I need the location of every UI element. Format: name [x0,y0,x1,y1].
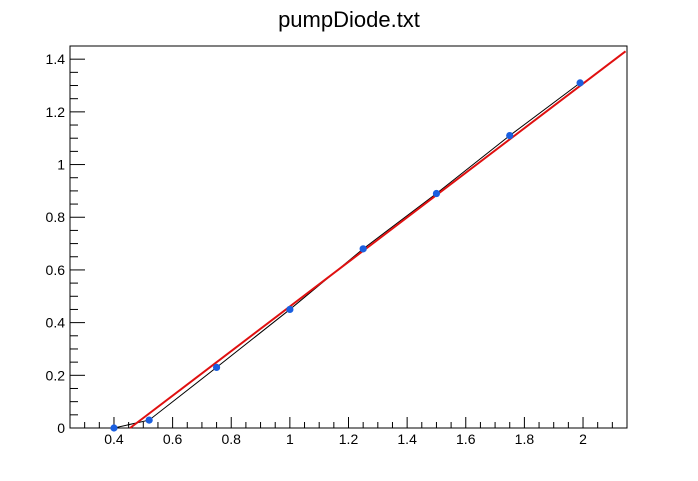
data-point [110,424,118,432]
x-tick-label: 0.6 [163,431,183,447]
x-tick-label: 1 [286,431,294,447]
x-tick-label: 1.8 [515,431,535,447]
plot-frame [69,45,628,429]
data-point [145,416,153,424]
data-point [506,131,514,140]
x-tick-label: 0.8 [222,431,242,447]
data-point [576,79,584,87]
y-axis: 0 0.2 0.4 0.6 0.8 1 1.2 1.4 [46,45,85,436]
data-point [286,305,294,314]
y-tick-label: 1.2 [46,104,66,120]
y-tick-label: 0.6 [46,262,66,278]
y-tick-label: 1.4 [46,51,66,67]
y-tick-label: 0.8 [46,209,66,225]
y-tick-label: 0 [57,420,65,436]
x-tick-label: 0.4 [104,431,124,447]
data-point [212,363,221,372]
series-layer [110,50,627,432]
y-tick-label: 0.4 [46,315,66,331]
y-tick-label: 0.2 [46,367,66,383]
x-tick-label: 1.6 [456,431,476,447]
fit-line [129,50,627,429]
x-tick-label: 1.4 [397,431,417,447]
data-point [432,189,441,198]
x-tick-label: 1.2 [339,431,359,447]
chart-title: pumpDiode.txt [278,7,420,32]
y-tick-label: 1 [57,157,65,173]
x-tick-label: 2 [579,431,587,447]
x-axis: 0.4 0.6 0.8 1 1.2 1.4 1.6 1.8 2 [69,417,628,447]
data-point [359,245,367,253]
